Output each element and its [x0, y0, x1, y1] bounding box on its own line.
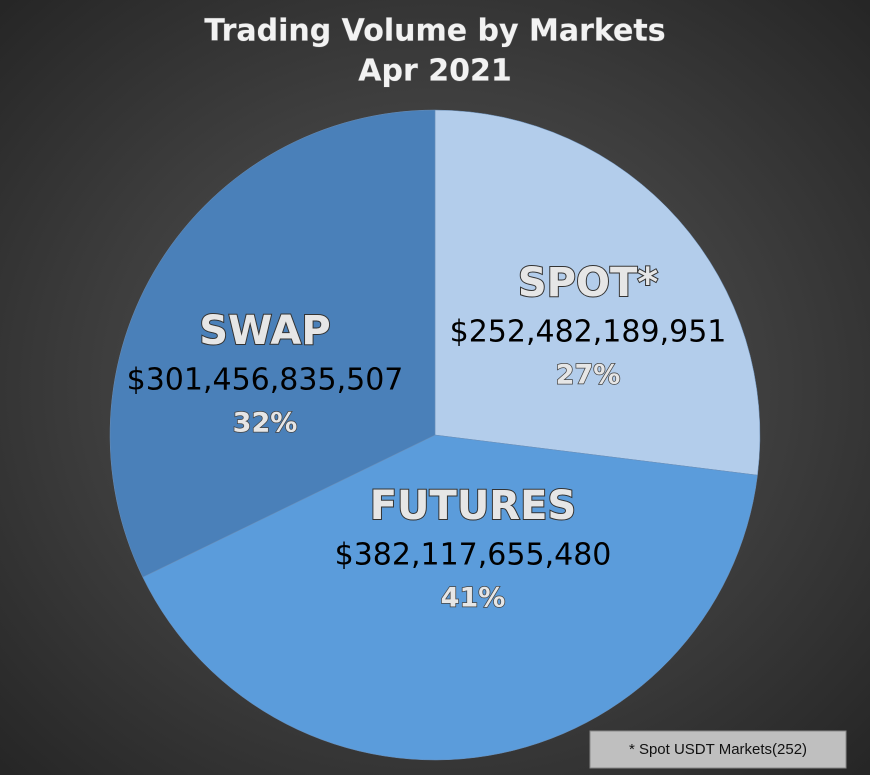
- pie-slice: [142, 434, 758, 761]
- value-label: $252,482,189,951: [450, 315, 727, 350]
- annotation: * Spot USDT Markets(252): [629, 741, 807, 758]
- category-label: FUTURES: [370, 483, 577, 529]
- value-label: $382,117,655,480: [335, 538, 612, 573]
- note-box: [589, 730, 847, 769]
- pie: [109, 109, 761, 761]
- percent-label: 27%: [556, 360, 621, 391]
- chart-title: Trading Volume by Markets: [204, 14, 665, 49]
- percent-label: 41%: [441, 583, 506, 614]
- category-label: SWAP: [199, 308, 330, 354]
- pie-slice: [434, 109, 761, 476]
- category-label: SPOT*: [518, 260, 658, 306]
- value-label: $301,456,835,507: [127, 363, 404, 398]
- percent-label: 32%: [233, 408, 298, 439]
- pie-slice: [109, 109, 436, 578]
- chart-subtitle: Apr 2021: [358, 54, 511, 89]
- pie-labels: SPOT* $252,482,189,951 27% FUTURES $382,117,…: [127, 259, 727, 614]
